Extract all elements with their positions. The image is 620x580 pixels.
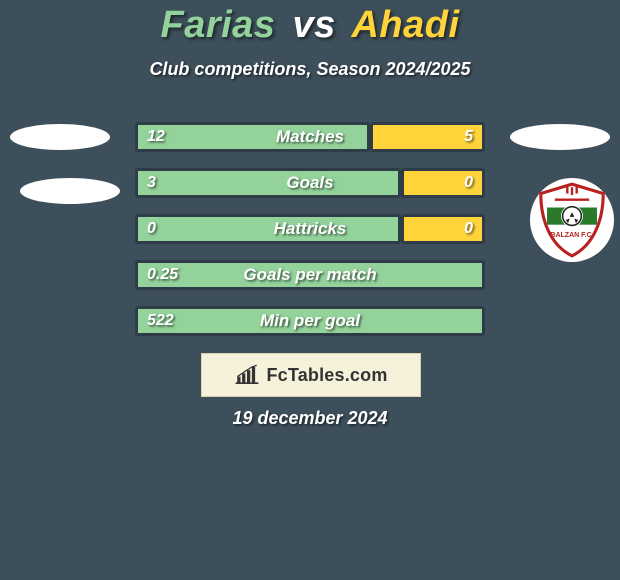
svg-text:BALZAN F.C.: BALZAN F.C. — [550, 232, 593, 239]
stat-value-left: 0.25 — [147, 260, 178, 290]
stat-value-right: 5 — [464, 122, 473, 152]
stat-label: Hattricks — [135, 214, 485, 244]
stat-row: Hattricks0 0 — [135, 214, 485, 244]
vs-text: vs — [293, 4, 336, 46]
brand-box: FcTables.com — [201, 353, 421, 397]
stat-label: Goals per match — [135, 260, 485, 290]
player2-name: Ahadi — [351, 4, 459, 46]
stats-bars: Matches125Goals30Hattricks00Goals per ma… — [135, 122, 485, 352]
date-text: 19 december 2024 — [0, 408, 620, 429]
stat-value-left: 522 — [147, 306, 174, 336]
stat-row: Matches12 5 — [135, 122, 485, 152]
left-team-crest-1 — [10, 124, 110, 150]
brand-text: FcTables.com — [266, 365, 387, 386]
stat-value-left: 0 — [147, 214, 156, 244]
stat-row: Goals per match0.25 — [135, 260, 485, 290]
page-title: Farias vs Ahadi — [0, 0, 620, 47]
stat-value-right: 0 — [464, 214, 473, 244]
stat-row: Goals3 0 — [135, 168, 485, 198]
stat-row: Min per goal522 — [135, 306, 485, 336]
left-team-crest-2 — [20, 178, 120, 204]
right-team-crest-1 — [510, 124, 610, 150]
stat-value-left: 3 — [147, 168, 156, 198]
stat-label: Goals — [135, 168, 485, 198]
stat-label: Min per goal — [135, 306, 485, 336]
stat-label: Matches — [135, 122, 485, 152]
player1-name: Farias — [160, 4, 275, 46]
stat-value-left: 12 — [147, 122, 165, 152]
right-team-crest-2: BALZAN F.C. — [530, 178, 614, 262]
bar-chart-icon — [234, 364, 260, 386]
balzan-fc-crest-icon: BALZAN F.C. — [533, 181, 611, 259]
subtitle: Club competitions, Season 2024/2025 — [0, 59, 620, 80]
stat-value-right: 0 — [464, 168, 473, 198]
